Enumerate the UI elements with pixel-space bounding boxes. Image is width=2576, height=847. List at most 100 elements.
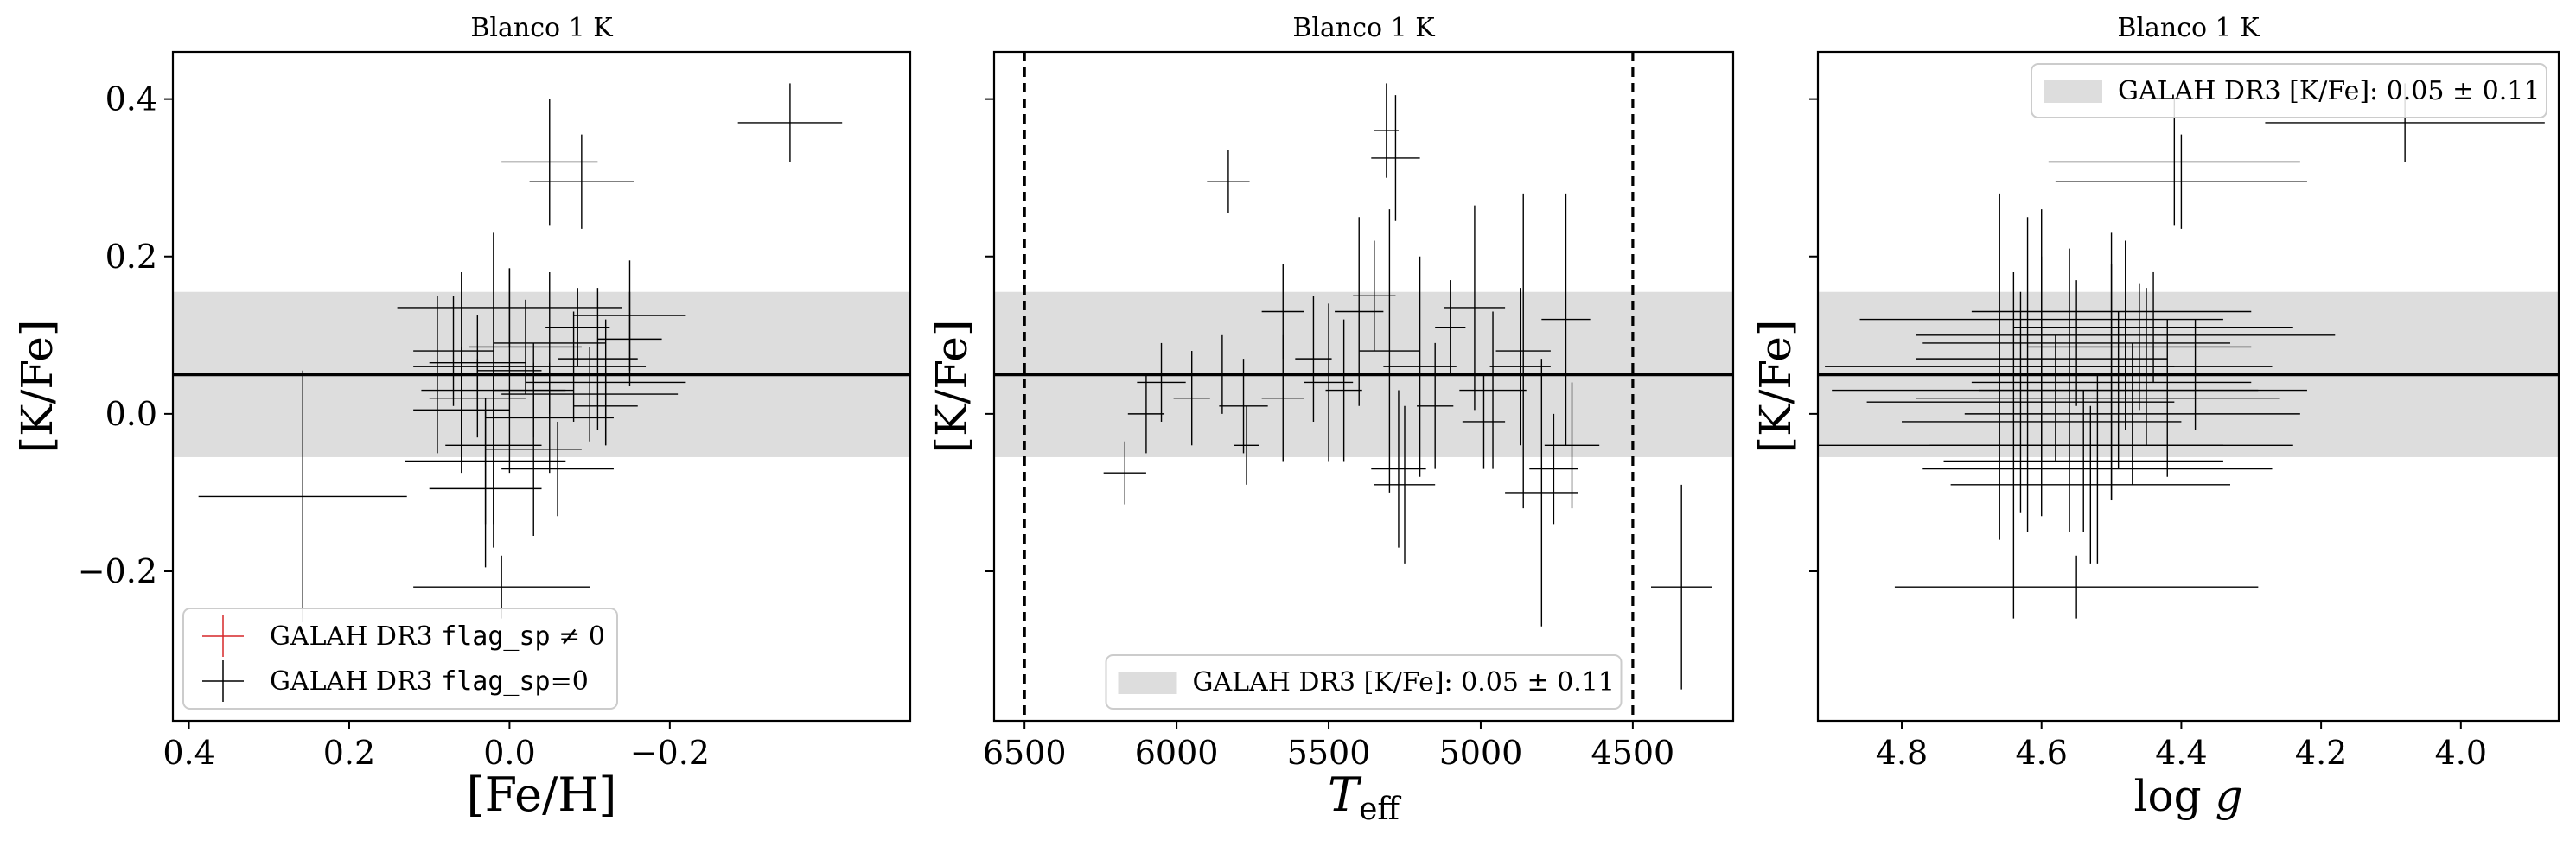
x-tick-label: 6500 [983,734,1067,772]
data-point [1541,193,1591,446]
data-point [1371,390,1426,548]
x-axis-label-main: T [1328,767,1362,822]
x-axis-label-subscript: eff [1359,792,1401,827]
x-axis-label-log: log [2133,771,2215,821]
legend-swatch [1118,672,1177,694]
data-point [1374,405,1436,564]
plot-area [994,52,1733,721]
data-point [1922,280,2231,406]
legend-swatch [2044,80,2102,103]
data-point [1359,209,1420,493]
x-axis-label: [Fe/H] [467,767,617,822]
data-point [529,134,634,229]
legend-label-suffix: ≠ 0 [551,621,605,652]
data-point [1529,413,1578,525]
data-point [413,347,510,474]
data-point [1978,311,2259,469]
x-tick-label: 4.0 [2435,734,2487,772]
x-tick-label: 6000 [1135,734,1219,772]
data-point [1295,296,1332,422]
data-point [545,288,610,367]
data-point [573,366,638,446]
data-point [2027,283,2252,411]
data-point [1866,291,2175,513]
data-point [1325,319,1362,462]
plot-area [173,83,910,623]
legend-label-code: flag_sp [441,666,550,697]
legend-label-suffix: =0 [551,666,589,697]
data-point [429,410,542,568]
data-point [1922,374,2273,564]
data-point [501,311,647,422]
data-point [1234,405,1259,485]
x-tick-label: 4.6 [2015,734,2067,772]
data-point [1894,555,2259,619]
legend-label-prefix: GALAH DR3 [270,666,441,697]
y-axis-label: [K/Fe] [12,320,62,454]
data-point [1943,390,2223,532]
axes-frame [171,50,912,723]
data-point [1544,382,1600,509]
x-axis-label: log g [2133,771,2242,821]
legend-box [2031,63,2547,118]
data-point [1383,256,1457,477]
y-tick-label: 0.0 [105,395,157,433]
data-point [1304,303,1354,462]
legend-label: GALAH DR3 [K/Fe]: 0.05 ± 0.11 [2118,76,2540,106]
data-point [469,299,582,395]
x-axis-label: Teff [1328,767,1401,827]
x-tick-label: −0.2 [630,734,710,772]
data-point [1374,83,1399,178]
axes-frame [1816,50,2560,723]
data-point [1417,342,1454,469]
data-point [1127,374,1165,454]
data-point [2013,271,2293,383]
data-point [1103,441,1146,505]
x-tick-label: 5000 [1439,734,1523,772]
y-axis-label: [K/Fe] [1750,320,1801,454]
data-point [1651,484,1712,690]
x-tick-label: 4.2 [2295,734,2347,772]
data-point [501,99,598,226]
x-tick-label: 4.4 [2155,734,2207,772]
y-tick-label: −0.2 [78,552,157,590]
data-point [485,362,614,474]
plot-area [1818,83,2559,619]
legend-label: GALAH DR3 [K/Fe]: 0.05 ± 0.11 [1193,667,1615,697]
legend-box [1105,654,1623,710]
data-point [1495,193,1551,509]
data-point [1950,405,2231,564]
legend-label-prefix: GALAH DR3 [270,621,441,652]
chart-panel-3: 4.8 4.6 4.4 4.2 4.0 Blanco 1 K [K/Fe] log g GALA… [1750,13,2560,821]
chart-panel-1: 0.4 0.2 0.0 −0.2 0.4 0.2 0.0 −0.2 Blanco 1 K [K/F… [12,13,912,822]
data-point [477,268,542,474]
data-point [413,296,494,406]
data-point [1261,334,1304,462]
x-tick-label: 0.2 [323,734,375,772]
axes-frame [992,50,1735,723]
y-tick-label: 0.2 [105,238,157,276]
x-tick-label: 4500 [1591,734,1675,772]
data-point [429,315,526,411]
data-point [1916,334,2196,462]
y-tick-label: 0.4 [105,80,157,118]
data-point [1173,351,1210,446]
x-tick-label: 0.4 [163,734,214,772]
data-point [501,347,679,442]
data-point [1459,311,1527,469]
legend: GALAH DR3 [K/Fe]: 0.05 ± 0.11 [2031,63,2547,118]
data-point [2048,99,2300,226]
data-point [2055,134,2307,229]
data-point [1505,359,1578,627]
chart-title: Blanco 1 K [1292,13,1435,43]
chart-title: Blanco 1 K [2117,13,2260,43]
chart-panel-2: 6500 6000 5500 5000 4500 Blanco 1 K [K/Fe] Teff… [927,13,1735,827]
legend-label: GALAH DR3 flag_sp=0 [270,666,589,697]
chart-title: Blanco 1 K [470,13,613,43]
data-point [1462,374,1506,469]
data-point [1489,288,1551,446]
legend: GALAH DR3 [K/Fe]: 0.05 ± 0.11 [1105,654,1623,710]
data-point [1207,150,1250,213]
x-axis-label-g: g [2215,771,2242,821]
